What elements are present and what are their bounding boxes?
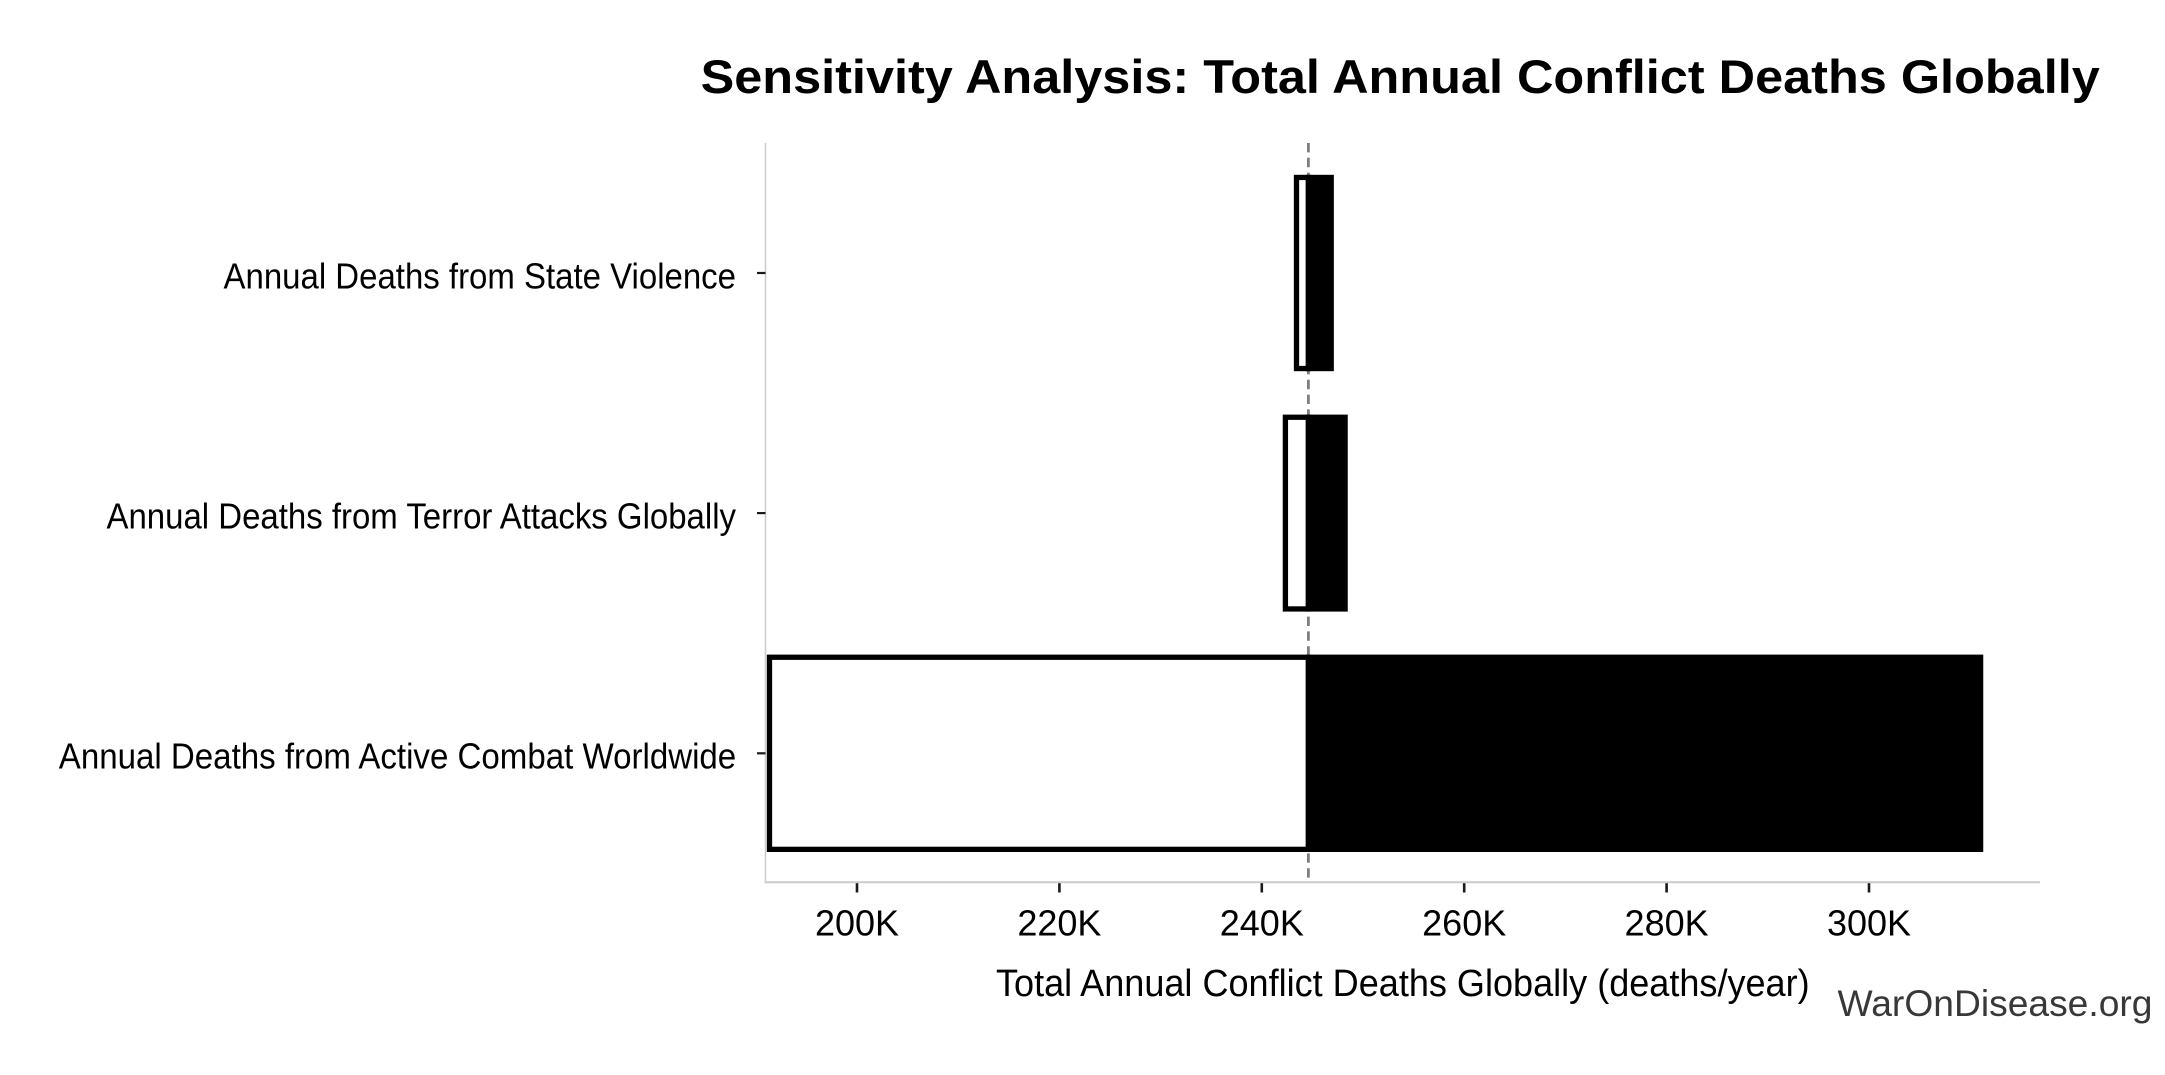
svg-text:Sensitivity Analysis: Total An: Sensitivity Analysis: Total Annual Confl…: [701, 50, 2100, 103]
svg-text:200K: 200K: [815, 903, 899, 944]
svg-text:240K: 240K: [1220, 903, 1304, 944]
svg-text:Total Annual Conflict Deaths G: Total Annual Conflict Deaths Globally (d…: [996, 963, 1810, 1005]
svg-text:260K: 260K: [1422, 903, 1506, 944]
svg-text:Annual Deaths from Terror Atta: Annual Deaths from Terror Attacks Global…: [107, 496, 737, 537]
svg-text:Annual Deaths from State Viole: Annual Deaths from State Violence: [224, 255, 737, 296]
svg-text:Annual Deaths from Active Comb: Annual Deaths from Active Combat Worldwi…: [59, 735, 736, 776]
svg-text:220K: 220K: [1017, 903, 1101, 944]
svg-text:WarOnDisease.org: WarOnDisease.org: [1838, 983, 2153, 1024]
svg-text:300K: 300K: [1827, 903, 1911, 944]
svg-text:280K: 280K: [1625, 903, 1709, 944]
